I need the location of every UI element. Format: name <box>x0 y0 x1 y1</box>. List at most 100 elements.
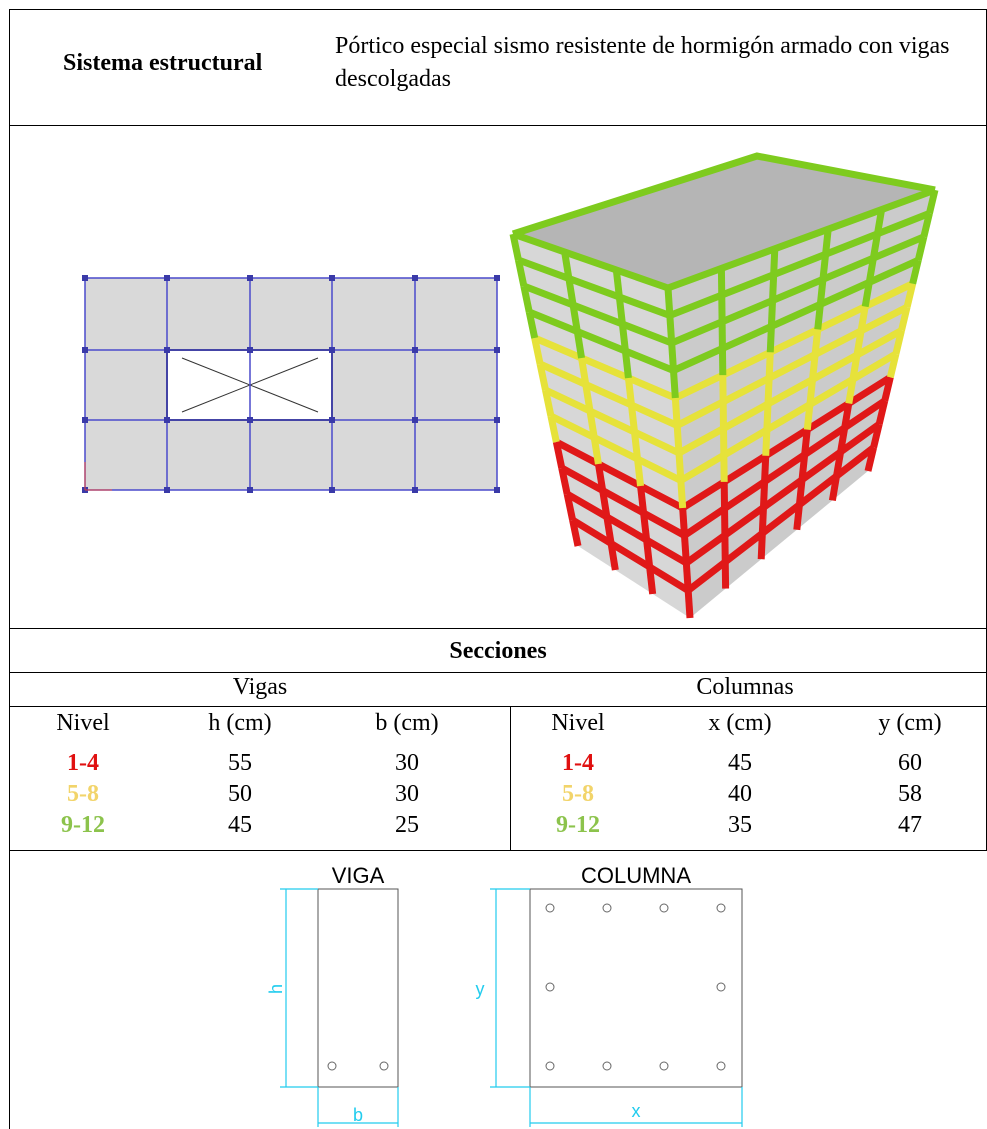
value-cell: 40 <box>728 781 752 808</box>
column <box>857 331 861 355</box>
header-label: Sistema estructural <box>63 50 262 77</box>
column <box>668 288 670 316</box>
plan-node <box>82 275 88 281</box>
plan-node <box>164 347 170 353</box>
column <box>849 379 853 403</box>
column <box>873 234 877 258</box>
column <box>853 355 857 379</box>
column <box>641 486 644 513</box>
level-cell: 1-4 <box>562 750 594 777</box>
plan-node <box>164 275 170 281</box>
plan-node <box>329 487 335 493</box>
plan-node <box>164 487 170 493</box>
value-cell: 35 <box>728 812 752 839</box>
column <box>773 275 774 301</box>
column <box>832 476 836 500</box>
column <box>685 536 687 564</box>
value-cell: 55 <box>228 750 252 777</box>
plan-node <box>329 347 335 353</box>
column-title: COLUMNA <box>581 863 691 888</box>
dimension-line <box>490 889 530 1087</box>
column <box>797 505 800 530</box>
border <box>9 9 987 10</box>
plan-node <box>412 347 418 353</box>
column <box>625 351 628 378</box>
column <box>569 279 573 306</box>
column <box>869 258 873 282</box>
plan-node <box>412 275 418 281</box>
column-header: Nivel <box>551 710 604 737</box>
column <box>644 513 647 540</box>
beam-height-label: h <box>266 984 286 994</box>
column <box>823 254 826 279</box>
border <box>9 706 987 707</box>
group-label: Columnas <box>696 674 793 701</box>
column <box>598 464 602 491</box>
border <box>9 672 987 673</box>
column-section <box>530 889 742 1087</box>
column <box>688 591 690 619</box>
column <box>799 480 802 505</box>
column <box>815 329 818 354</box>
section-diagrams: VIGACOLUMNAhybx <box>0 851 987 1129</box>
column <box>865 282 869 306</box>
column-header: Nivel <box>56 710 109 737</box>
column <box>770 326 771 352</box>
column <box>769 352 770 378</box>
column <box>766 430 767 456</box>
column <box>810 380 813 405</box>
level-cell: 9-12 <box>61 812 105 839</box>
model-figures <box>0 126 987 628</box>
column <box>813 354 816 379</box>
sections-title: Secciones <box>449 638 546 665</box>
plan-node <box>412 487 418 493</box>
column <box>647 540 650 567</box>
column <box>674 371 676 399</box>
column <box>768 378 769 404</box>
level-cell: 9-12 <box>556 812 600 839</box>
column <box>590 411 594 438</box>
column <box>683 508 685 536</box>
column <box>675 398 677 426</box>
column <box>807 405 810 430</box>
column-width-label: x <box>632 1101 641 1121</box>
column <box>650 567 653 594</box>
plan-node <box>412 417 418 423</box>
border <box>510 706 511 850</box>
beam-section <box>318 889 398 1087</box>
value-cell: 50 <box>228 781 252 808</box>
column <box>802 455 805 480</box>
level-cell: 5-8 <box>67 781 99 808</box>
beam-title: VIGA <box>332 863 385 888</box>
plan-node <box>494 487 500 493</box>
level-cell: 1-4 <box>67 750 99 777</box>
column <box>845 403 849 427</box>
border <box>9 628 987 629</box>
value-cell: 47 <box>898 812 922 839</box>
group-label: Vigas <box>233 674 288 701</box>
column <box>635 432 638 459</box>
value-cell: 58 <box>898 781 922 808</box>
column <box>577 332 581 359</box>
column <box>670 316 672 344</box>
plan-node <box>329 275 335 281</box>
column <box>681 481 683 509</box>
column-header: x (cm) <box>708 710 771 737</box>
column <box>762 507 763 533</box>
column <box>686 563 688 591</box>
column-height-label: y <box>476 979 485 999</box>
column <box>826 229 829 254</box>
column <box>565 252 569 279</box>
column <box>638 459 641 486</box>
column <box>607 517 611 544</box>
value-cell: 45 <box>728 750 752 777</box>
column <box>603 491 607 518</box>
page: Sistema estructural Pórtico especial sis… <box>0 0 987 1129</box>
plan-node <box>494 417 500 423</box>
column <box>771 301 772 327</box>
column <box>619 297 622 324</box>
column <box>761 533 762 559</box>
column <box>611 544 615 571</box>
column <box>878 210 882 234</box>
column <box>818 304 821 329</box>
